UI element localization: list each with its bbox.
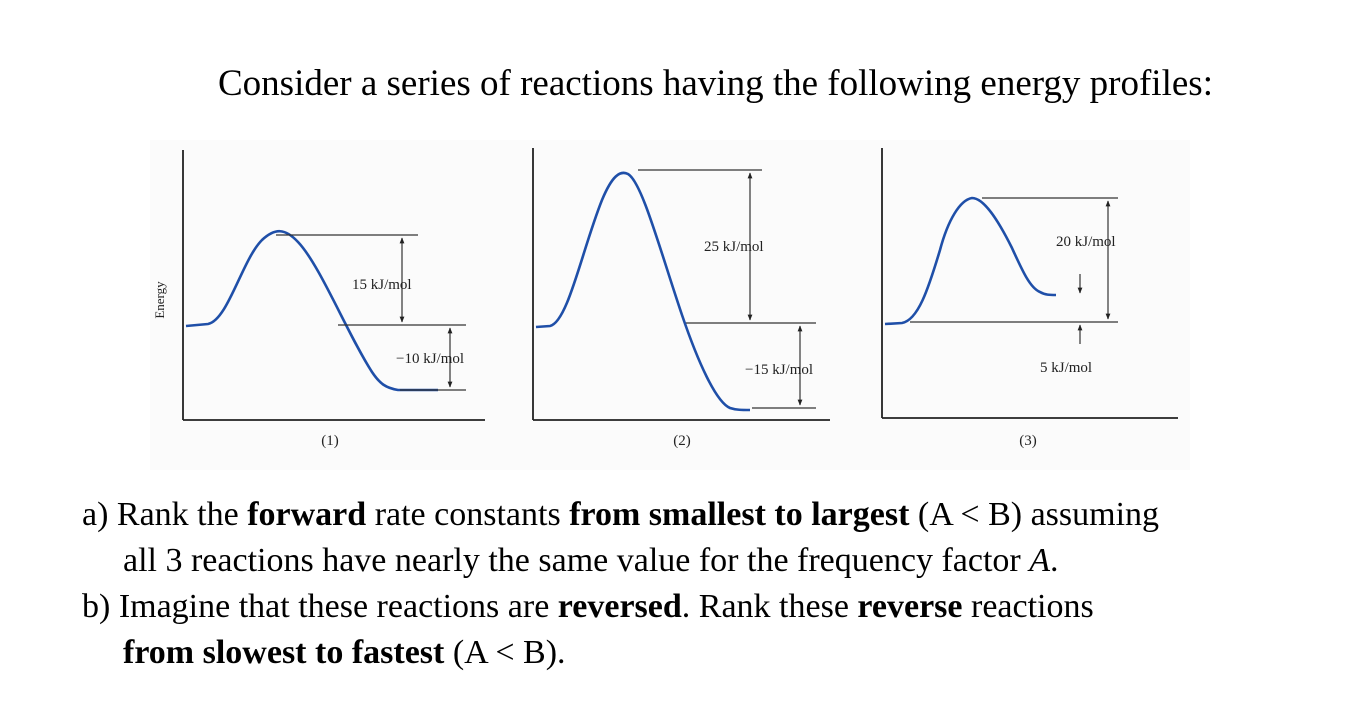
question-b-bold-reverse: reverse [857, 588, 963, 625]
energy-profiles-svg: Energy 15 kJ/mol −10 kJ/mol (1) 25 kJ [150, 140, 1190, 470]
panel-2-energy-curve [535, 171, 751, 412]
panel-2: 25 kJ/mol −15 kJ/mol (2) [532, 148, 830, 449]
question-b-line-1: b) Imagine that these reactions are reve… [82, 584, 1159, 630]
question-a-line-2: all 3 reactions have nearly the same val… [82, 538, 1159, 584]
question-a-mid: rate constants [366, 496, 570, 533]
question-a-line-2-text: all 3 reactions have nearly the same val… [123, 542, 1030, 579]
energy-profile-figure: Energy 15 kJ/mol −10 kJ/mol (1) 25 kJ [150, 140, 1190, 470]
panel-3-upper-label: 20 kJ/mol [1056, 234, 1116, 250]
panel-2-id: (2) [673, 433, 691, 449]
question-a-bold-order: from smallest to largest [569, 496, 910, 533]
panel-3-energy-curve [884, 196, 1057, 326]
panel-1-energy-curve [185, 229, 438, 392]
panel-2-lower-label: −15 kJ/mol [745, 362, 813, 378]
question-b-line-2: from slowest to fastest (A < B). [82, 630, 1159, 676]
question-b-bold-reversed: reversed [557, 588, 682, 625]
question-b-suffix: reactions [962, 588, 1094, 625]
panel-1-upper-label: 15 kJ/mol [352, 277, 412, 293]
y-axis-label: Energy [152, 281, 167, 319]
panel-1: 15 kJ/mol −10 kJ/mol (1) [182, 150, 485, 449]
panel-3: 20 kJ/mol 5 kJ/mol (3) [881, 148, 1178, 449]
panel-1-id: (1) [321, 433, 339, 449]
question-a-line-2-end: . [1050, 542, 1059, 579]
question-b-mid: . Rank these [681, 588, 858, 625]
panel-3-lower-label: 5 kJ/mol [1040, 360, 1092, 376]
panel-3-id: (3) [1019, 433, 1037, 449]
question-a-bold-forward: forward [247, 496, 367, 533]
panel-2-upper-label: 25 kJ/mol [704, 239, 764, 255]
heading: Consider a series of reactions having th… [218, 63, 1213, 104]
question-b-prefix: b) Imagine that these reactions are [82, 588, 558, 625]
questions: a) Rank the forward rate constants from … [82, 492, 1159, 676]
question-a-frequency-factor: A [1029, 542, 1051, 579]
question-a-line-1: a) Rank the forward rate constants from … [82, 492, 1159, 538]
question-b-bold-order: from slowest to fastest [123, 634, 445, 671]
question-a-suffix: (A < B) assuming [909, 496, 1160, 533]
question-a-prefix: a) Rank the [82, 496, 248, 533]
figure-background [150, 140, 1190, 470]
panel-1-lower-label: −10 kJ/mol [396, 351, 464, 367]
question-b-line-2-end: (A < B). [444, 634, 566, 671]
